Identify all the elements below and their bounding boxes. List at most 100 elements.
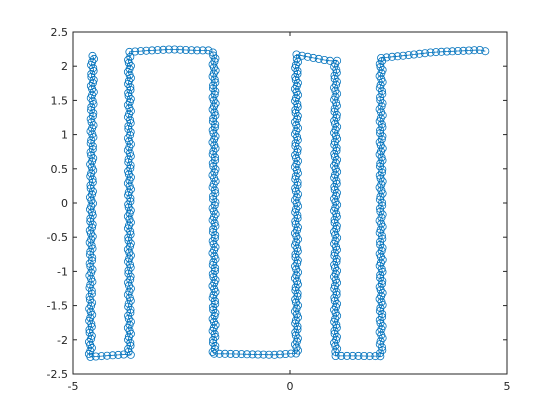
data-point <box>210 329 219 338</box>
data-point <box>86 247 95 256</box>
data-point <box>309 53 318 62</box>
data-point <box>360 351 369 360</box>
data-point <box>293 181 302 190</box>
data-point <box>376 207 385 216</box>
data-point <box>89 64 98 73</box>
data-point <box>126 242 135 251</box>
data-point <box>291 76 300 85</box>
data-point <box>124 122 133 131</box>
data-point <box>91 352 100 361</box>
data-point <box>388 52 397 61</box>
data-point <box>330 137 339 146</box>
data-point <box>378 132 387 141</box>
data-point <box>293 259 302 268</box>
data-point <box>210 296 219 305</box>
data-point <box>293 67 302 76</box>
data-point <box>292 226 301 235</box>
data-point <box>88 142 97 151</box>
data-point <box>437 47 446 56</box>
data-point <box>382 53 391 62</box>
y-tick-label: 1 <box>61 129 68 142</box>
data-point <box>237 350 246 359</box>
data-point <box>210 153 219 162</box>
data-point <box>376 96 385 105</box>
data-point <box>85 325 94 334</box>
data-point <box>97 352 106 361</box>
data-point <box>210 349 219 358</box>
data-point <box>320 56 329 65</box>
data-point <box>208 228 217 237</box>
data-point <box>409 50 418 59</box>
data-point <box>291 250 300 259</box>
y-tick-label: -1.5 <box>47 300 68 313</box>
data-point <box>124 89 133 98</box>
data-point <box>209 114 218 123</box>
x-tick-label: 5 <box>504 380 511 393</box>
data-point <box>376 352 385 361</box>
data-point <box>126 305 135 314</box>
data-point <box>448 47 457 56</box>
data-point <box>208 338 217 347</box>
data-point <box>87 322 96 331</box>
data-point <box>209 195 218 204</box>
data-point <box>293 148 302 157</box>
data-point <box>291 217 300 226</box>
data-point <box>371 352 380 361</box>
data-point <box>124 347 133 356</box>
data-point <box>126 308 135 317</box>
data-point <box>124 233 133 242</box>
y-tick-label: 1.5 <box>51 94 69 107</box>
data-point <box>475 46 484 55</box>
data-point <box>275 350 284 359</box>
data-point <box>293 322 302 331</box>
data-point <box>124 92 133 101</box>
y-tick-label: -0.5 <box>47 231 68 244</box>
data-point <box>332 65 341 74</box>
data-point <box>426 48 435 57</box>
data-point <box>330 281 339 290</box>
data-point <box>330 251 339 260</box>
data-point <box>291 187 300 196</box>
data-point <box>259 350 268 359</box>
data-point <box>375 204 384 213</box>
data-point <box>125 47 134 56</box>
data-point <box>291 253 300 262</box>
data-point <box>220 349 229 358</box>
data-point <box>126 128 135 137</box>
data-point <box>377 102 386 111</box>
data-point <box>376 319 385 328</box>
data-point <box>242 350 251 359</box>
data-point <box>376 174 385 183</box>
data-point <box>226 349 235 358</box>
y-tick-label: -2.5 <box>47 368 68 381</box>
data-point <box>210 123 219 132</box>
x-axis: -5 0 5 <box>68 32 511 393</box>
data-point <box>291 106 300 115</box>
data-point <box>187 46 196 55</box>
data-point <box>431 48 440 57</box>
data-point <box>332 143 341 152</box>
data-point <box>103 351 112 360</box>
data-point <box>126 194 135 203</box>
y-tick-label: 2.5 <box>51 26 69 39</box>
data-point <box>131 47 140 56</box>
data-point <box>393 52 402 61</box>
x-tick-label: 0 <box>287 380 294 393</box>
data-point <box>376 129 385 138</box>
data-point <box>281 349 290 358</box>
data-point <box>377 135 386 144</box>
data-point <box>337 351 346 360</box>
data-point <box>332 179 341 188</box>
data-point <box>330 248 339 257</box>
data-point <box>211 263 220 272</box>
data-point <box>292 50 301 59</box>
y-tick-label: 2 <box>61 60 68 73</box>
data-point <box>253 350 262 359</box>
data-point <box>464 46 473 55</box>
data-point <box>342 351 351 360</box>
data-point <box>87 103 96 112</box>
data-point <box>331 351 340 360</box>
data-point <box>291 109 300 118</box>
data-point <box>87 136 96 145</box>
